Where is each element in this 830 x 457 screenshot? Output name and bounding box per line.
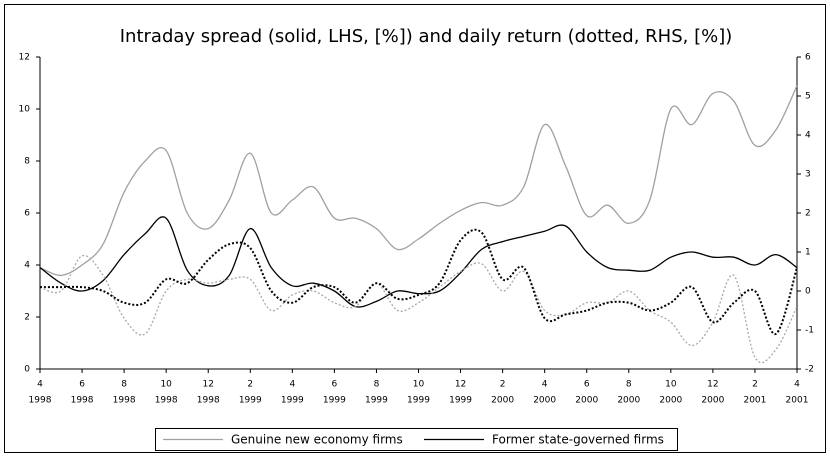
x-tick-year: 1998 <box>29 396 52 406</box>
x-tick-label: 2 <box>247 380 253 390</box>
x-tick-label: 4 <box>542 380 548 390</box>
x-tick-year: 1999 <box>407 396 430 406</box>
x-tick-year: 1999 <box>323 396 346 406</box>
x-tick-year: 2000 <box>701 396 724 406</box>
spread-line <box>39 216 798 308</box>
y2-tick-label: 5 <box>805 92 811 102</box>
return-line <box>39 254 798 364</box>
x-tick-label: 4 <box>289 380 295 390</box>
x-tick-year: 2000 <box>659 396 682 406</box>
y2-tick-label: -2 <box>805 365 814 375</box>
x-tick-label: 2 <box>752 380 758 390</box>
x-tick-year: 1998 <box>155 396 178 406</box>
x-tick-year: 2000 <box>491 396 514 406</box>
y2-tick-label: 3 <box>805 170 811 180</box>
y-tick-label: 0 <box>24 365 30 375</box>
x-tick-label: 4 <box>794 380 800 390</box>
x-tick-year: 1999 <box>365 396 388 406</box>
x-tick-year: 1998 <box>113 396 136 406</box>
return-line <box>40 228 798 335</box>
chart-title: Intraday spread (solid, LHS, [%]) and da… <box>120 26 732 47</box>
legend-label: Genuine new economy firms <box>231 433 403 447</box>
y2-tick-label: 0 <box>805 287 811 297</box>
legend-label: Former state-governed firms <box>492 433 664 447</box>
x-tick-year: 1998 <box>197 396 220 406</box>
x-tick-year: 1999 <box>239 396 262 406</box>
x-tick-year: 1999 <box>281 396 304 406</box>
spread-line <box>39 85 798 277</box>
x-tick-label: 8 <box>626 380 632 390</box>
y2-tick-label: 1 <box>805 248 811 258</box>
y-tick-label: 10 <box>19 105 31 115</box>
y2-tick-label: 4 <box>805 131 811 141</box>
y-tick-label: 4 <box>24 261 30 271</box>
x-tick-year: 1999 <box>449 396 472 406</box>
x-tick-year: 2000 <box>533 396 556 406</box>
x-tick-label: 6 <box>584 380 590 390</box>
x-tick-label: 6 <box>332 380 338 390</box>
y2-tick-label: 6 <box>805 53 811 63</box>
x-tick-year: 2001 <box>743 396 766 406</box>
y2-tick-label: -1 <box>805 326 814 336</box>
x-tick-year: 2000 <box>575 396 598 406</box>
x-tick-label: 10 <box>413 380 425 390</box>
x-tick-label: 4 <box>37 380 43 390</box>
y-tick-label: 2 <box>24 313 30 323</box>
x-tick-label: 8 <box>374 380 380 390</box>
x-tick-label: 6 <box>79 380 85 390</box>
x-tick-year: 2001 <box>786 396 809 406</box>
x-tick-label: 12 <box>455 380 466 390</box>
x-tick-label: 2 <box>500 380 506 390</box>
y-tick-label: 8 <box>24 157 30 167</box>
legend-box <box>155 428 678 451</box>
y2-tick-label: 2 <box>805 209 811 219</box>
x-tick-label: 10 <box>160 380 172 390</box>
x-tick-year: 1998 <box>71 396 94 406</box>
x-tick-year: 2000 <box>617 396 640 406</box>
x-tick-label: 12 <box>707 380 718 390</box>
x-tick-label: 8 <box>121 380 127 390</box>
frame <box>4 4 826 453</box>
y-tick-label: 6 <box>24 209 30 219</box>
x-tick-label: 10 <box>665 380 677 390</box>
x-tick-label: 12 <box>202 380 213 390</box>
y-tick-label: 12 <box>19 53 30 63</box>
